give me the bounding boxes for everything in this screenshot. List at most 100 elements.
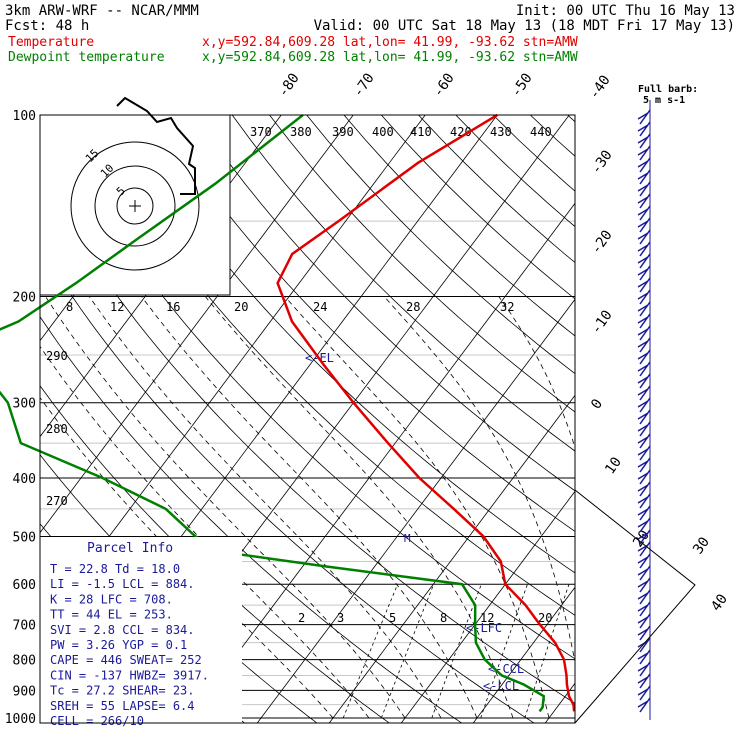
theta-label: 410 xyxy=(410,125,432,139)
wind-barb xyxy=(638,206,650,220)
wind-barb xyxy=(638,482,650,496)
pressure-label: 200 xyxy=(13,291,36,306)
isotherm xyxy=(395,102,740,731)
pressure-label: 1000 xyxy=(5,712,36,727)
dry-adiabat xyxy=(344,115,740,731)
theta-label: 440 xyxy=(530,125,552,139)
isotherm xyxy=(0,102,3,731)
mixing-ratio-label: 5 xyxy=(389,611,396,625)
wind-barb xyxy=(638,506,650,520)
pressure-label: 700 xyxy=(13,619,36,634)
forecast-hour: Fcst: 48 h xyxy=(5,18,89,34)
wind-barb xyxy=(638,314,650,328)
wind-barb xyxy=(638,674,650,688)
wind-barb xyxy=(638,266,650,280)
dry-adiabat xyxy=(419,115,740,731)
wind-barb xyxy=(638,242,650,256)
wind-barb xyxy=(638,230,650,244)
wind-barb xyxy=(638,554,650,568)
wind-barb xyxy=(638,650,650,664)
dry-adiabat xyxy=(270,115,740,731)
wind-barb xyxy=(638,194,650,208)
isotherm-label: -80 xyxy=(275,70,303,100)
theta-label: 370 xyxy=(250,125,272,139)
parcel-info-row: T = 22.8 Td = 18.0 xyxy=(50,562,180,576)
hodo-speed-label: 20 xyxy=(234,300,248,314)
wind-barb xyxy=(638,182,650,196)
isotherm-label: 30 xyxy=(690,534,713,557)
dry-adiabat xyxy=(568,115,740,731)
pressure-label: 400 xyxy=(13,472,36,487)
wind-barb xyxy=(638,434,650,448)
wind-barb xyxy=(638,386,650,400)
wind-barb xyxy=(638,578,650,592)
parcel-info-row: LI = -1.5 LCL = 884. xyxy=(50,577,195,591)
parcel-info-row: K = 28 LFC = 708. xyxy=(50,592,173,606)
isotherm-label: 10 xyxy=(602,454,625,477)
wind-barb xyxy=(638,278,650,292)
hodo-speed-label: 24 xyxy=(313,300,327,314)
wind-barb xyxy=(638,410,650,424)
wind-barb xyxy=(638,338,650,352)
wind-barb xyxy=(638,374,650,388)
isotherm-label: -60 xyxy=(430,70,458,100)
temperature-station-info: x,y=592.84,609.28 lat,lon= 41.99, -93.62… xyxy=(202,35,578,50)
isotherm xyxy=(683,102,740,731)
dewpoint-legend: Dewpoint temperature xyxy=(8,50,165,65)
isotherm xyxy=(179,102,651,731)
isotherm xyxy=(323,102,740,731)
isotherm xyxy=(611,102,740,731)
wind-barb xyxy=(638,698,650,712)
dry-adiabat xyxy=(456,115,740,731)
wind-barb xyxy=(638,122,650,136)
wind-barb xyxy=(638,170,650,184)
valid-time: Valid: 00 UTC Sat 18 May 13 (18 MDT Fri … xyxy=(314,18,735,34)
moist-adiabat xyxy=(499,297,621,719)
parcel-info-row: Tc = 27.2 SHEAR= 23. xyxy=(50,684,195,698)
full-barb-label: Full barb: xyxy=(638,84,698,95)
isotherm-label: -50 xyxy=(508,70,536,100)
pressure-label: 900 xyxy=(13,684,36,699)
moist-adiabat xyxy=(205,297,513,719)
isotherm-label: 40 xyxy=(708,591,731,614)
parcel-info-panel: Parcel Info T = 22.8 Td = 18.0LI = -1.5 … xyxy=(40,537,242,728)
isotherm-label: -10 xyxy=(588,307,616,337)
hodo-speed-label: 16 xyxy=(166,300,180,314)
wind-barb xyxy=(638,662,650,676)
pressure-label: 600 xyxy=(13,578,36,593)
wind-barbs xyxy=(575,100,695,723)
pressure-label: 800 xyxy=(13,654,36,669)
full-barb-unit: 5 m s-1 xyxy=(643,95,685,106)
pressure-label: 300 xyxy=(13,397,36,412)
hodo-speed-label: 28 xyxy=(406,300,420,314)
parcel-info-row: SREH = 55 LAPSE= 6.4 xyxy=(50,699,195,713)
dry-adiabat xyxy=(493,115,740,731)
moist-adiabat xyxy=(690,297,696,719)
wind-barb xyxy=(638,362,650,376)
dewpoint-station-info: x,y=592.84,609.28 lat,lon= 41.99, -93.62… xyxy=(202,50,578,65)
wind-barb xyxy=(638,254,650,268)
temperature-legend: Temperature xyxy=(8,35,94,50)
isotherm-label: 0 xyxy=(588,396,606,412)
mixing-ratio-line xyxy=(481,584,528,718)
isotherm-label: -70 xyxy=(350,70,378,100)
model-title: 3km ARW-WRF -- NCAR/MMM xyxy=(5,3,199,19)
dry-adiabat xyxy=(232,115,740,731)
wind-barb xyxy=(638,590,650,604)
hodo-speed-label: 8 xyxy=(66,300,73,314)
level-marker: M xyxy=(404,532,411,545)
theta-label: 270 xyxy=(46,494,68,508)
dry-adiabat xyxy=(605,115,740,731)
theta-label: 390 xyxy=(332,125,354,139)
wind-barb xyxy=(638,458,650,472)
wind-barb xyxy=(638,302,650,316)
wind-barb xyxy=(638,446,650,460)
wind-barb xyxy=(638,422,650,436)
mixing-ratio-label: 8 xyxy=(440,611,447,625)
parcel-info-row: PW = 3.26 YGP = 0.1 xyxy=(50,638,187,652)
hodo-speed-label: 32 xyxy=(500,300,514,314)
mixing-ratio-label: 3 xyxy=(337,611,344,625)
wind-barb xyxy=(638,350,650,364)
theta-label: 400 xyxy=(372,125,394,139)
